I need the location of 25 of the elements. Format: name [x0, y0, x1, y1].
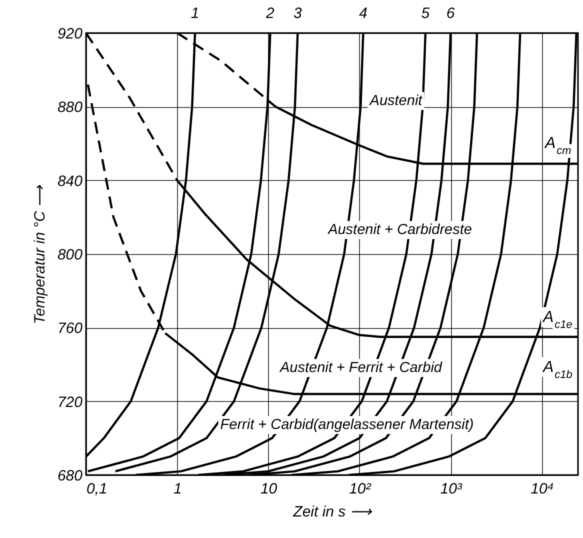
y-axis-title: Temperatur in °C ⟶	[31, 184, 48, 324]
series-label: 1	[190, 5, 200, 22]
x-tick-label: 0,1	[86, 480, 108, 498]
y-tick-label: 760	[57, 320, 84, 338]
series-label: 3	[293, 5, 302, 22]
series-label: 2	[265, 5, 276, 22]
y-tick-label: 920	[57, 26, 84, 42]
series-label: 5	[421, 5, 430, 22]
y-tick-label: 840	[57, 172, 84, 190]
x-tick-label: 10	[260, 480, 278, 498]
x-tick-label: 10⁴	[530, 480, 554, 498]
x-tick-label: 1	[173, 480, 182, 498]
annotation: Austenit + Ferrit + Carbid	[279, 360, 443, 376]
y-tick-label: 800	[57, 246, 84, 264]
x-tick-label: 10²	[349, 480, 372, 498]
series-label: 6	[446, 5, 456, 22]
x-tick-label: 10³	[440, 480, 463, 498]
y-tick-label: 720	[57, 394, 84, 411]
y-tick-label: 680	[57, 468, 84, 484]
annotation: Ferrit + Carbid(angelassener Martensit)	[220, 417, 474, 433]
x-axis-title: Zeit in s ⟶	[292, 504, 373, 520]
annotation: Austenit + Carbidreste	[327, 222, 472, 238]
series-label: 4	[359, 5, 368, 22]
y-tick-label: 880	[57, 99, 84, 116]
annotation: Austenit	[368, 93, 424, 109]
